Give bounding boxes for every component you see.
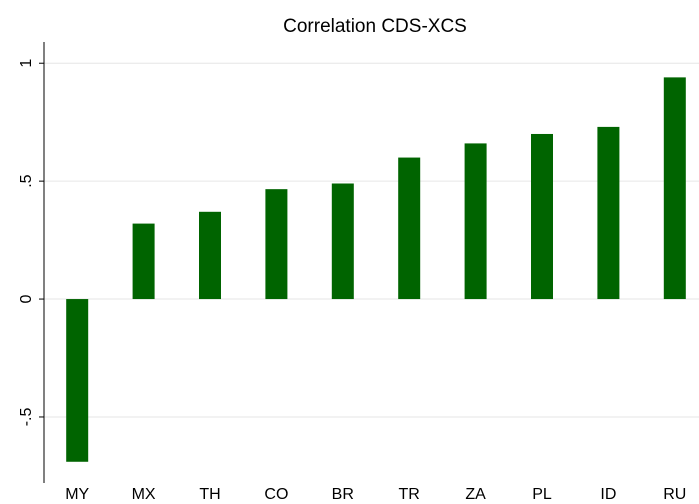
y-tick-label: 0 [18, 295, 35, 304]
x-tick-label: MY [65, 486, 89, 503]
bar [331, 183, 354, 300]
bar [531, 133, 553, 300]
x-tick-label: TH [199, 486, 220, 503]
chart-title: Correlation CDS-XCS [283, 16, 467, 37]
x-tick-label: ID [600, 486, 616, 503]
bar [132, 223, 155, 300]
bar [597, 126, 620, 300]
x-tick-label: PL [532, 486, 552, 503]
x-tick-label: RU [663, 486, 686, 503]
bar [398, 157, 421, 300]
y-tick-label: -.5 [18, 408, 35, 427]
y-tick-label: .5 [18, 174, 35, 187]
bar [265, 189, 288, 300]
x-tick-label: MX [132, 486, 156, 503]
x-tick-label: BR [332, 486, 354, 503]
bar [663, 77, 686, 300]
bar [199, 211, 221, 300]
x-tick-label: CO [264, 486, 288, 503]
bar [66, 299, 89, 462]
x-tick-label: TR [399, 486, 420, 503]
y-tick-label: 1 [18, 59, 35, 68]
bar [464, 143, 487, 300]
x-tick-label: ZA [465, 486, 486, 503]
